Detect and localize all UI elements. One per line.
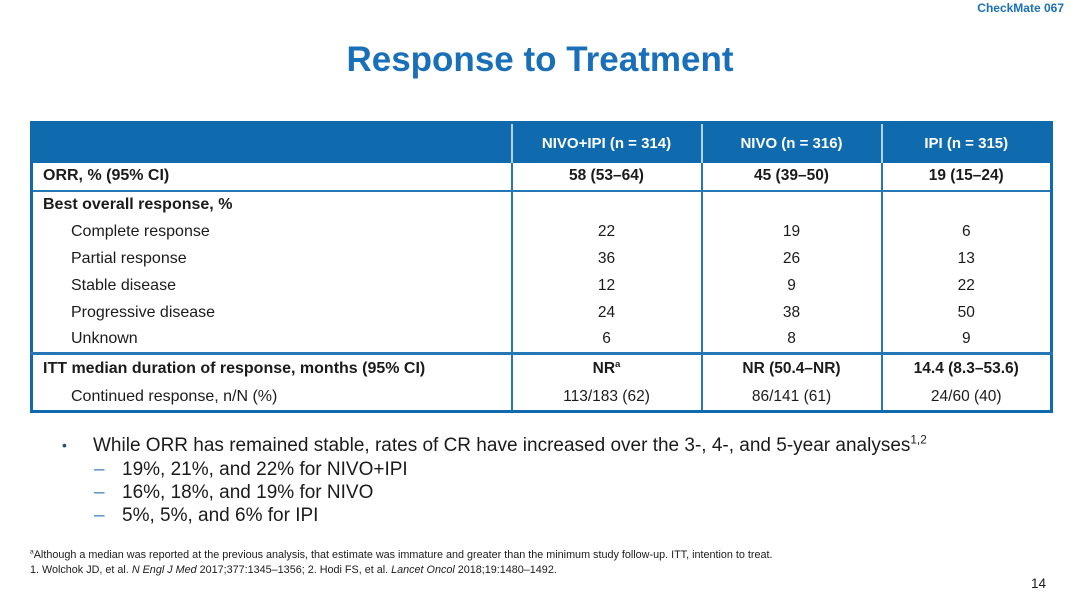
cell-value: 50 xyxy=(880,299,1052,327)
table-row-unknown: Unknown 6 8 9 xyxy=(32,326,1052,354)
study-badge: CheckMate 067 xyxy=(977,1,1064,15)
cell-value: 6 xyxy=(510,326,702,354)
bullet-text: 16%, 18%, and 19% for NIVO xyxy=(122,482,374,503)
reference-text: 2017;377:1345–1356; 2. Hodi FS, et al. xyxy=(196,564,392,576)
footnote-marker: a xyxy=(615,359,621,371)
dash-icon: – xyxy=(94,505,105,526)
cell-value: 36 xyxy=(510,245,702,273)
page-number: 14 xyxy=(1030,576,1046,591)
journal-name: Lancet Oncol xyxy=(391,564,455,576)
row-label: Stable disease xyxy=(71,277,176,294)
row-label: Complete response xyxy=(71,223,210,240)
cell-value: 9 xyxy=(880,326,1052,354)
table-row-progressive-disease: Progressive disease 24 38 50 xyxy=(32,299,1052,327)
cell-value: 19 xyxy=(700,218,882,246)
cell-value: 9 xyxy=(700,272,882,300)
table-row-partial-response: Partial response 36 26 13 xyxy=(32,245,1052,273)
response-table: NIVO+IPI (n = 314) NIVO (n = 316) IPI (n… xyxy=(30,121,1053,413)
footnotes: aAlthough a median was reported at the p… xyxy=(30,548,960,578)
table-row-best-overall-response: Best overall response, % xyxy=(32,190,1052,219)
cell-value xyxy=(510,190,702,219)
row-label: Progressive disease xyxy=(71,304,216,321)
cell-value: 38 xyxy=(700,299,882,327)
column-header-nivo-ipi: NIVO+IPI (n = 314) xyxy=(510,122,702,163)
cell-value: 22 xyxy=(880,272,1052,300)
cell-value: 86/141 (61) xyxy=(700,383,882,412)
row-label: Unknown xyxy=(71,330,138,348)
footnote-marker: a xyxy=(30,548,34,556)
page-title: Response to Treatment xyxy=(346,40,734,79)
cell-value: 113/183 (62) xyxy=(510,383,702,412)
reference-text: 1. Wolchok JD, et al. xyxy=(30,564,132,576)
row-label: Partial response xyxy=(71,250,187,267)
cell-value: 12 xyxy=(510,272,702,300)
table-row-orr: ORR, % (95% CI) 58 (53–64) 45 (39–50) 19… xyxy=(31,162,1052,192)
cell-value: 13 xyxy=(880,245,1052,273)
cell-value: 58 (53–64) xyxy=(510,162,702,192)
bullet-text: 19%, 21%, and 22% for NIVO+IPI xyxy=(122,459,408,480)
cell-value: 6 xyxy=(880,218,1052,246)
cell-value: 19 (15–24) xyxy=(880,162,1052,192)
cell-value: 22 xyxy=(510,218,702,246)
journal-name: N Engl J Med xyxy=(131,564,197,576)
cell-value: NR (50.4–NR) xyxy=(700,352,882,384)
row-label: ITT median duration of response, months … xyxy=(31,352,512,384)
table-header-row: NIVO+IPI (n = 314) NIVO (n = 316) IPI (n… xyxy=(31,122,1052,163)
footnote-a: aAlthough a median was reported at the p… xyxy=(30,548,960,563)
bullet-text: While ORR has remained stable, rates of … xyxy=(93,433,927,458)
bullet-list: • While ORR has remained stable, rates o… xyxy=(0,433,1080,527)
cell-value-text: NR xyxy=(592,360,616,378)
table-row-itt-duration: ITT median duration of response, months … xyxy=(31,352,1052,384)
cell-value: 45 (39–50) xyxy=(700,162,882,192)
column-header-ipi: IPI (n = 315) xyxy=(880,122,1052,163)
cell-value xyxy=(700,190,882,219)
bullet-text-body: While ORR has remained stable, rates of … xyxy=(93,435,911,456)
bullet-text: 5%, 5%, and 6% for IPI xyxy=(122,505,319,526)
reference-text: 2018;19:1480–1492. xyxy=(454,564,557,576)
bullet-item-sub: – 16%, 18%, and 19% for NIVO xyxy=(94,482,1080,504)
footnote-text: Although a median was reported at the pr… xyxy=(33,549,773,561)
cell-value: 14.4 (8.3–53.6) xyxy=(880,352,1052,384)
cell-value: NRa xyxy=(510,352,702,384)
bullet-item-sub: – 5%, 5%, and 6% for IPI xyxy=(94,505,1080,527)
cell-value xyxy=(880,190,1052,219)
column-header-empty xyxy=(31,122,512,163)
cell-value: 24 xyxy=(510,299,702,327)
bullet-icon: • xyxy=(62,437,67,453)
row-label: Best overall response, % xyxy=(43,196,233,213)
table-row-complete-response: Complete response 22 19 6 xyxy=(32,218,1052,246)
cell-value: 26 xyxy=(700,245,882,273)
dash-icon: – xyxy=(94,482,105,503)
cell-value: 24/60 (40) xyxy=(880,383,1052,412)
citation-superscript: 1,2 xyxy=(910,433,927,447)
table-row-continued-response: Continued response, n/N (%) 113/183 (62)… xyxy=(32,383,1052,412)
bullet-item-sub: – 19%, 21%, and 22% for NIVO+IPI xyxy=(94,459,1080,481)
response-table-container: NIVO+IPI (n = 314) NIVO (n = 316) IPI (n… xyxy=(30,121,1053,413)
column-header-nivo: NIVO (n = 316) xyxy=(700,122,882,163)
cell-value: 8 xyxy=(700,326,882,354)
row-label: Continued response, n/N (%) xyxy=(71,387,278,405)
footnote-references: 1. Wolchok JD, et al. N Engl J Med 2017;… xyxy=(30,563,960,578)
table-row-stable-disease: Stable disease 12 9 22 xyxy=(32,272,1052,300)
row-label: ORR, % (95% CI) xyxy=(31,162,512,192)
bullet-item-main: • While ORR has remained stable, rates o… xyxy=(62,433,1080,458)
dash-icon: – xyxy=(94,459,105,480)
